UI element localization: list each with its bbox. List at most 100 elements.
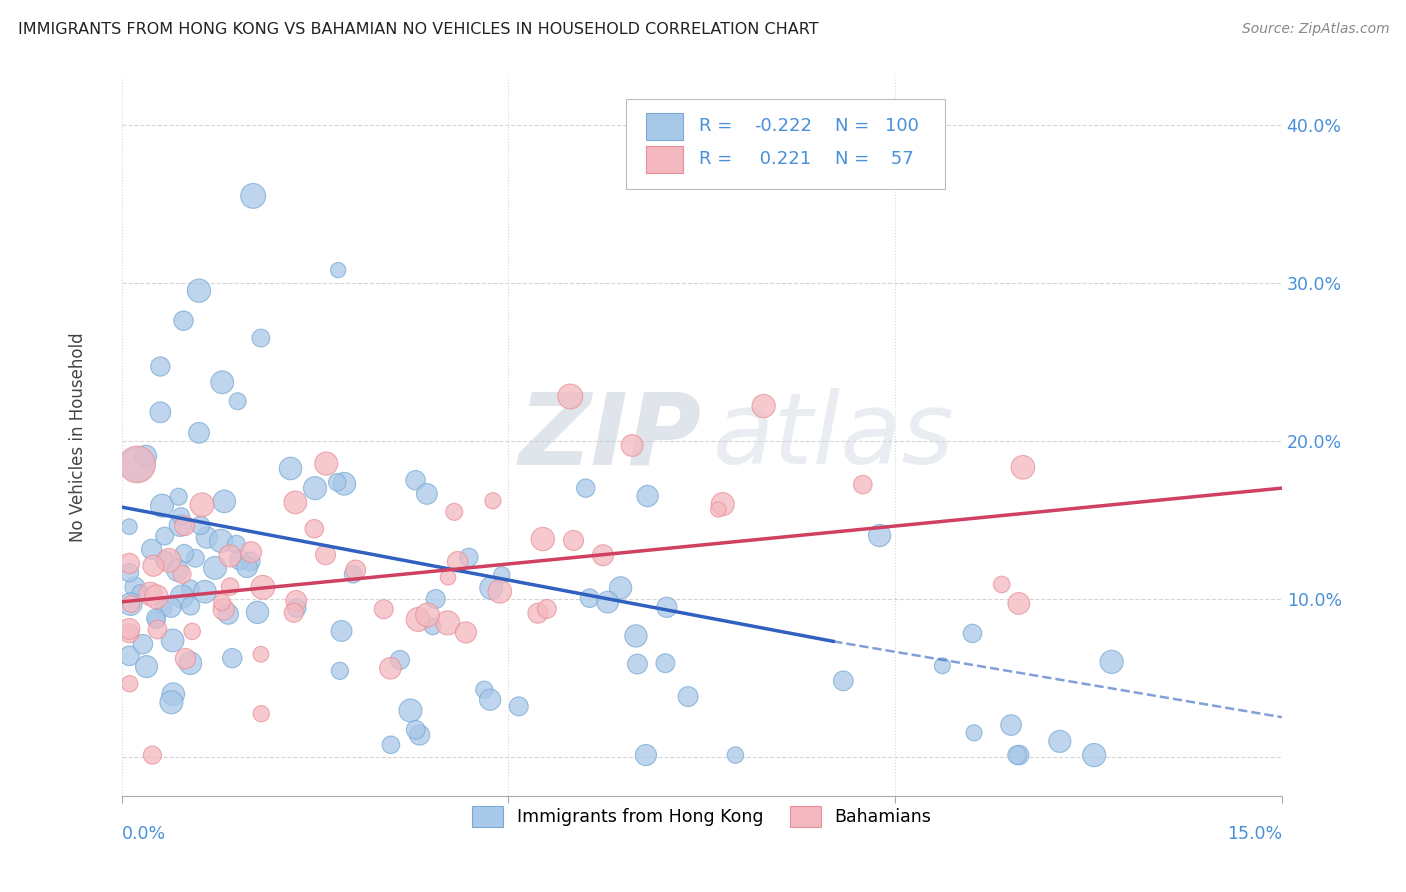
Point [212,602,235,616]
Point [219,580,242,594]
Point [536,602,558,616]
Point [596,595,619,609]
Text: N =: N = [835,118,875,136]
Point [211,376,233,390]
Point [609,581,631,595]
Point [479,692,502,706]
Bar [645,145,683,173]
Text: R =: R = [699,150,738,168]
Point [124,580,146,594]
Point [242,189,264,203]
Point [127,458,149,472]
Point [252,580,274,594]
Point [132,637,155,651]
Point [399,704,422,718]
Point [637,489,659,503]
Point [219,549,242,563]
Point [527,606,550,620]
Point [333,476,356,491]
Point [162,633,184,648]
Point [654,656,676,670]
Point [160,600,183,615]
Point [962,626,984,640]
Point [162,687,184,701]
Point [388,653,411,667]
Text: Source: ZipAtlas.com: Source: ZipAtlas.com [1241,22,1389,37]
Point [1101,655,1123,669]
Point [508,699,530,714]
Point [173,518,195,533]
Point [344,563,367,577]
Point [129,586,152,600]
Point [153,600,176,615]
Point [575,481,598,495]
Point [179,582,201,596]
Point [118,622,141,636]
Text: 57: 57 [884,150,914,168]
Point [135,449,157,463]
Point [416,487,439,501]
Point [172,567,194,582]
Point [342,567,364,582]
Point [416,607,439,622]
Point [135,659,157,673]
Point [446,555,468,569]
Point [380,661,402,675]
Point [329,664,352,678]
Point [634,748,657,763]
Point [482,493,505,508]
Point [118,519,141,533]
Point [145,613,167,627]
Point [250,706,273,721]
Point [250,647,273,661]
Point [181,624,204,639]
Point [284,495,307,509]
Point [405,723,427,737]
Point [127,458,149,472]
Text: No Vehicles in Household: No Vehicles in Household [69,332,87,541]
Point [422,619,444,633]
Point [655,600,678,615]
Point [142,558,165,573]
Point [174,651,197,665]
Point [491,567,513,582]
Point [488,584,510,599]
Point [195,531,218,545]
Point [226,394,249,409]
Point [283,606,305,620]
Point [191,498,214,512]
Point [204,561,226,575]
Point [170,590,193,604]
Point [139,587,162,601]
Text: 100: 100 [884,118,920,136]
Point [167,490,190,504]
Point [228,553,250,567]
Point [153,553,176,567]
Point [160,695,183,709]
Point [118,677,141,691]
Point [120,597,142,611]
Point [852,477,875,491]
Text: atlas: atlas [713,388,955,485]
Point [990,577,1012,591]
Point [626,657,648,671]
Point [472,682,495,697]
Point [380,738,402,752]
Point [621,438,644,452]
Text: 0.0%: 0.0% [122,824,166,843]
Point [211,595,233,609]
Point [457,550,479,565]
Text: 0.221: 0.221 [754,150,811,168]
Point [1049,734,1071,748]
Point [832,673,855,688]
Point [214,494,236,508]
Text: ZIP: ZIP [519,388,702,485]
Point [560,390,582,404]
Point [118,566,141,580]
Point [188,425,211,440]
Point [145,611,167,625]
Point [250,331,273,345]
Point [592,548,614,562]
Point [1005,748,1028,763]
Point [194,584,217,599]
